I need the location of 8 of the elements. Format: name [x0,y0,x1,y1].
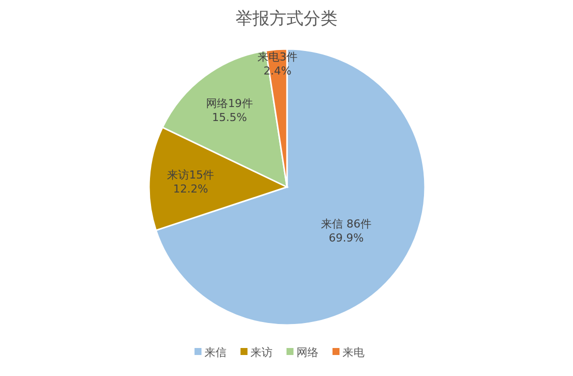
chart-title: 举报方式分类 [236,9,338,29]
legend-label: 来电 [342,346,364,359]
legend-label: 来访 [250,346,272,359]
data-label: 来信 86件 69.9% [321,217,372,244]
legend-label: 来信 [204,346,226,359]
data-label: 网络19件 15.5% [206,96,253,124]
data-label: 来访15件 12.2% [167,168,214,196]
legend-label: 网络 [296,346,318,359]
